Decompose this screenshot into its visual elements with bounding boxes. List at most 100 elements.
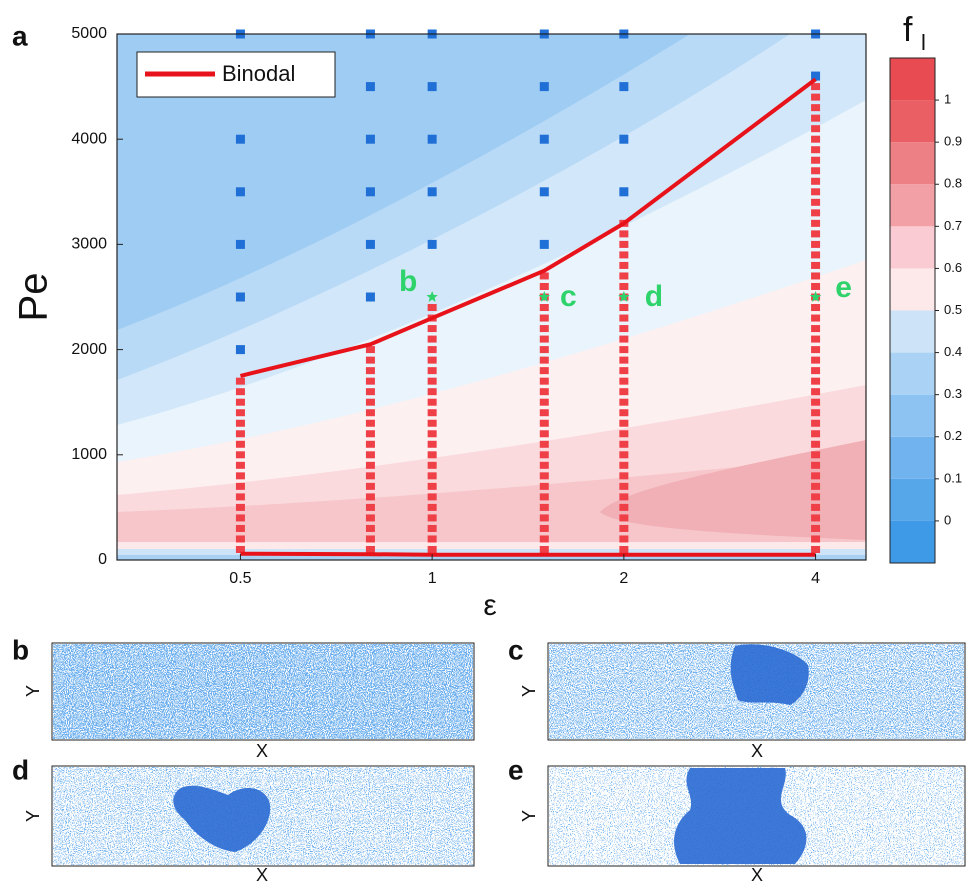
red-point: [619, 357, 628, 364]
red-point: [236, 399, 245, 406]
red-point: [540, 367, 549, 374]
red-point: [811, 241, 820, 248]
x-tick-label: 1: [428, 570, 437, 587]
red-point: [540, 546, 549, 553]
red-point: [366, 420, 375, 427]
snapshot-x-label: X: [751, 865, 763, 883]
blue-point: [619, 135, 628, 144]
red-point: [619, 388, 628, 395]
red-point: [428, 346, 437, 353]
red-point: [811, 272, 820, 279]
red-point: [811, 157, 820, 164]
blue-point: [540, 135, 549, 144]
red-point: [236, 504, 245, 511]
red-point: [811, 251, 820, 258]
red-point: [811, 125, 820, 132]
red-point: [236, 535, 245, 542]
figure: a Pe ε 00.10.20.30.40.50.60.70.80.91 f l…: [0, 0, 969, 883]
snapshot-y-label: Y: [519, 685, 539, 697]
red-point: [811, 430, 820, 437]
y-tick-label: 1000: [71, 446, 107, 463]
red-point: [366, 357, 375, 364]
y-tick-label: 2000: [71, 341, 107, 358]
red-point: [540, 535, 549, 542]
red-point: [540, 451, 549, 458]
red-point: [540, 399, 549, 406]
state-marker-label: b: [399, 265, 417, 298]
red-point: [811, 462, 820, 469]
red-point: [619, 272, 628, 279]
red-point: [428, 504, 437, 511]
particles: [53, 644, 473, 739]
red-point: [811, 209, 820, 216]
blue-point: [366, 135, 375, 144]
red-point: [366, 378, 375, 385]
red-point: [811, 388, 820, 395]
red-point: [540, 504, 549, 511]
red-point: [619, 430, 628, 437]
blue-point: [540, 187, 549, 196]
x-tick-label: 2: [619, 570, 628, 587]
red-point: [236, 420, 245, 427]
colorbar-tick-label: 0.1: [944, 470, 962, 485]
red-point: [428, 336, 437, 343]
colorbar-tick-label: 0.5: [944, 302, 962, 317]
blue-point: [236, 187, 245, 196]
red-point: [619, 462, 628, 469]
red-point: [811, 262, 820, 269]
blue-point: [366, 293, 375, 302]
colorbar-band: [890, 268, 935, 310]
colorbar-title: f: [903, 11, 913, 49]
blue-point: [428, 82, 437, 91]
blue-point: [428, 240, 437, 249]
red-point: [811, 178, 820, 185]
red-point: [428, 304, 437, 311]
red-point: [236, 378, 245, 385]
red-point: [811, 83, 820, 90]
state-marker-label: e: [835, 271, 852, 304]
line: [240, 554, 815, 555]
red-point: [811, 220, 820, 227]
red-point: [811, 493, 820, 500]
red-point: [540, 493, 549, 500]
red-point: [428, 546, 437, 553]
colorbar-band: [890, 479, 935, 521]
red-point: [236, 525, 245, 532]
red-point: [540, 336, 549, 343]
red-point: [540, 283, 549, 290]
colorbar-tick-label: 0: [944, 512, 951, 527]
red-point: [540, 304, 549, 311]
red-point: [811, 167, 820, 174]
red-point: [428, 388, 437, 395]
red-point: [366, 514, 375, 521]
red-point: [428, 399, 437, 406]
red-point: [540, 525, 549, 532]
state-marker-label: c: [560, 280, 577, 313]
red-point: [428, 525, 437, 532]
red-point: [540, 441, 549, 448]
red-point: [619, 367, 628, 374]
red-point: [619, 546, 628, 553]
red-point: [811, 336, 820, 343]
snapshot-d: d Y X: [12, 754, 474, 883]
x-tick-label: 0.5: [229, 570, 251, 587]
red-point: [619, 315, 628, 322]
red-point: [811, 409, 820, 416]
colorbar-band: [890, 521, 935, 563]
y-tick-label: 0: [98, 551, 107, 568]
red-point: [428, 420, 437, 427]
red-point: [236, 493, 245, 500]
colorbar-band: [890, 226, 935, 268]
colorbar-band: [890, 100, 935, 142]
red-point: [811, 136, 820, 143]
legend-label: Binodal: [222, 61, 295, 86]
red-point: [619, 493, 628, 500]
x-axis-label: ε: [483, 589, 496, 622]
blue-point: [428, 135, 437, 144]
snapshot-label: d: [12, 754, 29, 785]
red-point: [811, 146, 820, 153]
y-axis-label: Pe: [12, 273, 56, 322]
red-point: [811, 378, 820, 385]
y-tick-label: 5000: [71, 25, 107, 42]
colorbar-band: [890, 437, 935, 479]
